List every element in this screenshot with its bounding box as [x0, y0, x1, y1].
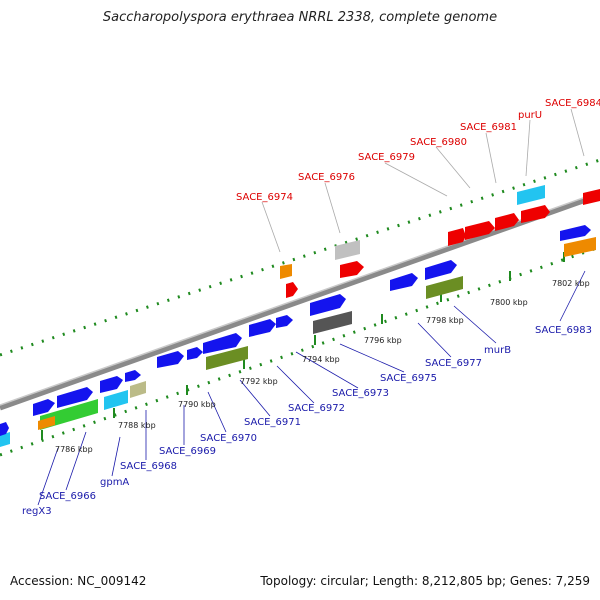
gene-sace-6976-feature: [340, 261, 364, 278]
gene-sace-6981-feature: [495, 213, 519, 231]
scale-label: 7802 kbp: [552, 279, 590, 288]
scale-label: 7788 kbp: [118, 421, 156, 430]
gene-label: SACE_6966: [39, 491, 96, 502]
gene-sace-6971-feature: [206, 346, 248, 370]
forward-leader-lines: [261, 108, 585, 253]
gene-label: SACE_6984: [545, 98, 600, 109]
gene-regX3-feature: [0, 432, 10, 447]
gene-sace-6982-feature: [521, 205, 550, 223]
gene-sace-6974b-feature: [286, 282, 298, 298]
accession-text: Accession: NC_009142: [10, 574, 147, 588]
gene-purU-feature: [517, 185, 545, 205]
gene-label: regX3: [22, 506, 52, 517]
gene-label: SACE_6973: [332, 388, 389, 399]
forward-gene-labels: SACE_6974 SACE_6976 SACE_6979 SACE_6980 …: [236, 98, 600, 203]
scale-label: 7790 kbp: [178, 400, 216, 409]
gene-label: SACE_6979: [358, 152, 415, 163]
gene-label: SACE_6971: [244, 417, 301, 428]
gene-blue-h: [203, 333, 242, 354]
gene-sace-6968-feature: [130, 381, 146, 398]
gene-label: SACE_6969: [159, 446, 216, 457]
gene-sace-6974-feature: [280, 264, 292, 279]
tick-track-inner: [0, 245, 600, 457]
gene-blue-n: [560, 225, 591, 241]
gene-blue-d: [100, 376, 123, 393]
gene-blue-e: [125, 370, 141, 382]
gene-murB-feature: [426, 276, 463, 299]
gene-blue-f: [157, 351, 184, 368]
gene-blue-j: [276, 315, 293, 328]
scale-label: 7796 kbp: [364, 336, 402, 345]
gene-label: SACE_6976: [298, 172, 355, 183]
scale-label: 7792 kbp: [240, 377, 278, 386]
gene-blue-c: [57, 387, 93, 408]
gene-label: SACE_6980: [410, 137, 467, 148]
gene-blue-k: [310, 294, 346, 316]
gene-sace-6983-feature: [564, 237, 596, 257]
gene-sace-6966-orange-feature: [38, 416, 55, 430]
genome-summary-text: Topology: circular; Length: 8,212,805 bp…: [260, 574, 590, 588]
scale-labels: 7786 kbp 7788 kbp 7790 kbp 7792 kbp 7794…: [55, 279, 590, 454]
gene-label: murB: [484, 345, 511, 356]
scale-label: 7800 kbp: [490, 298, 528, 307]
gene-blue-m: [425, 260, 457, 280]
reverse-leader-lines: [37, 270, 586, 506]
tick-track-outer: [0, 158, 600, 357]
gene-label: SACE_6983: [535, 325, 592, 336]
gene-label: SACE_6970: [200, 433, 257, 444]
gene-sace-6979-feature: [448, 228, 466, 246]
gene-sace-6980-feature: [465, 221, 495, 240]
gene-label: SACE_6981: [460, 122, 517, 133]
gene-gpmA-feature: [104, 390, 128, 410]
gene-blue-a: [0, 422, 9, 436]
gene-blue-g: [187, 347, 203, 360]
gene-sace-6984-feature: [583, 189, 600, 205]
scale-label: 7786 kbp: [55, 445, 93, 454]
gene-sace-6976-grey-feature: [335, 240, 360, 260]
gene-label: gpmA: [100, 477, 129, 488]
gene-label: SACE_6968: [120, 461, 177, 472]
map-title: Saccharopolyspora erythraea NRRL 2338, c…: [102, 10, 498, 25]
reverse-features: [0, 225, 596, 447]
forward-features: [280, 185, 600, 298]
gene-blue-i: [249, 319, 276, 337]
gene-blue-b: [33, 399, 55, 416]
gene-label: SACE_6977: [425, 358, 482, 369]
gene-label: SACE_6974: [236, 192, 293, 203]
genome-backbone: [0, 192, 600, 411]
gene-blue-l: [390, 273, 418, 291]
scale-label: 7794 kbp: [302, 355, 340, 364]
scale-label: 7798 kbp: [426, 316, 464, 325]
gene-sace-6973-feature: [313, 311, 352, 334]
gene-label: SACE_6975: [380, 373, 437, 384]
gene-label: SACE_6972: [288, 403, 345, 414]
gene-label: purU: [518, 110, 542, 121]
reverse-gene-labels: regX3 SACE_6966 gpmA SACE_6968 SACE_6969…: [22, 325, 592, 517]
